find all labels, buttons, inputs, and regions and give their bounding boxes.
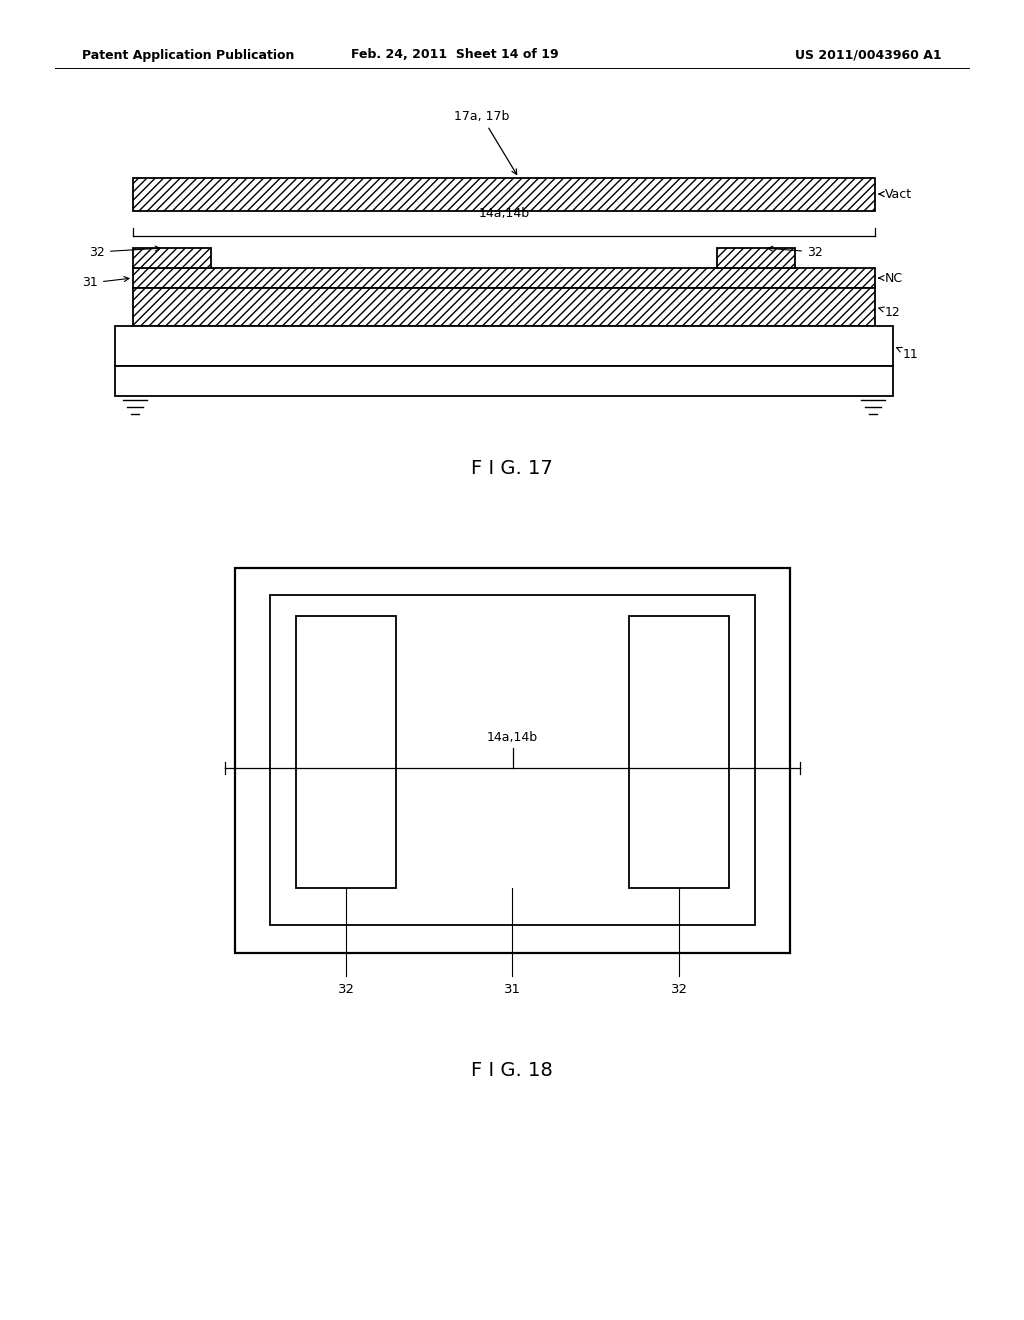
Text: F I G. 18: F I G. 18 bbox=[471, 1060, 553, 1080]
Bar bbox=[270, 595, 755, 925]
Bar bbox=[115, 326, 893, 366]
Bar bbox=[234, 568, 790, 953]
Bar bbox=[115, 366, 893, 396]
Text: F I G. 17: F I G. 17 bbox=[471, 458, 553, 478]
Text: 12: 12 bbox=[879, 305, 901, 318]
Text: 32: 32 bbox=[89, 246, 160, 259]
Text: 32: 32 bbox=[671, 983, 687, 997]
Text: 14a,14b: 14a,14b bbox=[478, 207, 529, 220]
Text: 31: 31 bbox=[82, 276, 129, 289]
Bar bbox=[133, 288, 874, 326]
Text: US 2011/0043960 A1: US 2011/0043960 A1 bbox=[796, 49, 942, 62]
Text: Feb. 24, 2011  Sheet 14 of 19: Feb. 24, 2011 Sheet 14 of 19 bbox=[351, 49, 559, 62]
Bar bbox=[133, 178, 874, 211]
Text: 31: 31 bbox=[504, 983, 520, 997]
Bar bbox=[296, 616, 396, 888]
Text: Vact: Vact bbox=[879, 187, 912, 201]
Text: 32: 32 bbox=[338, 983, 354, 997]
Bar bbox=[629, 616, 729, 888]
Text: 11: 11 bbox=[897, 347, 919, 360]
Bar bbox=[133, 268, 874, 288]
Bar bbox=[717, 248, 795, 268]
Bar bbox=[133, 248, 211, 268]
Text: 14a,14b: 14a,14b bbox=[487, 731, 538, 744]
Text: NC: NC bbox=[879, 272, 903, 285]
Text: 17a, 17b: 17a, 17b bbox=[454, 110, 517, 174]
Text: 32: 32 bbox=[768, 246, 822, 259]
Text: Patent Application Publication: Patent Application Publication bbox=[82, 49, 294, 62]
